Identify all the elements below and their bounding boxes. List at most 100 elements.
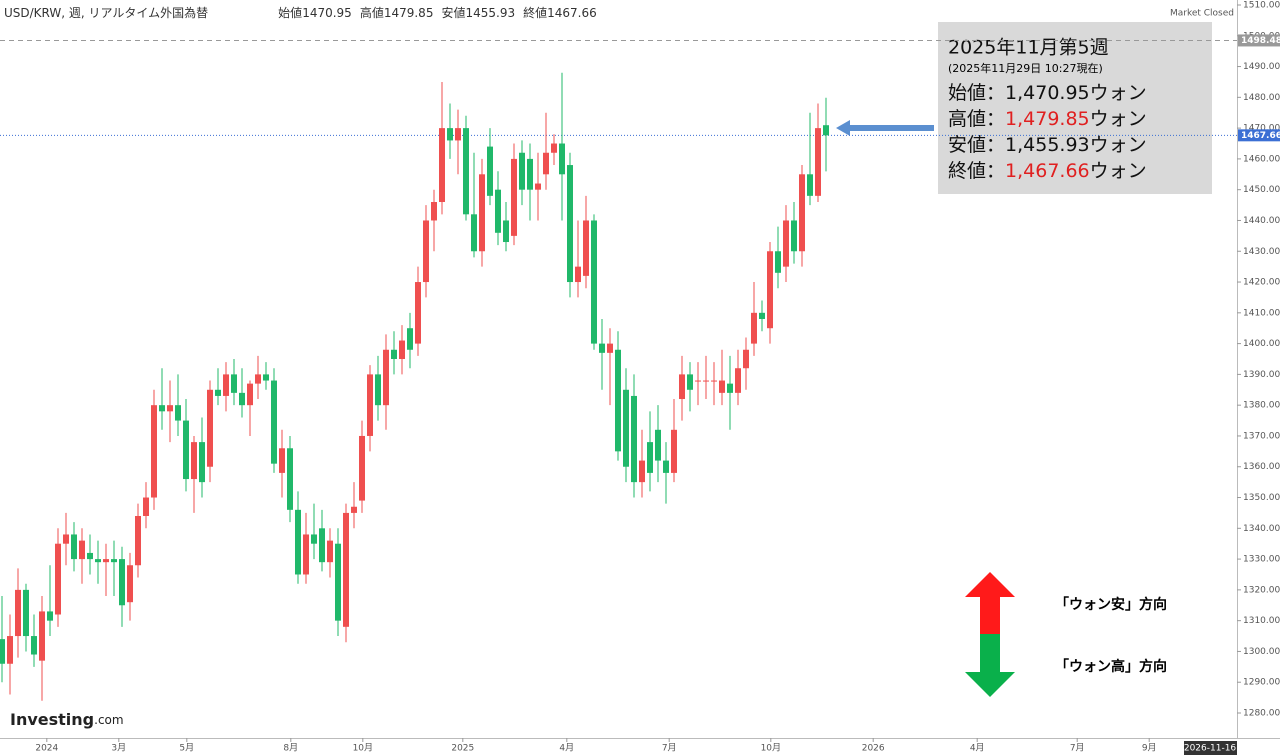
y-tick-label: 1360.00	[1243, 462, 1280, 472]
candle-body	[695, 380, 701, 382]
y-tick-label: 1320.00	[1243, 585, 1280, 595]
candle-body	[583, 220, 589, 276]
candle-body	[751, 312, 757, 344]
candle-body	[767, 251, 773, 329]
candle-body	[551, 143, 557, 153]
candle-body	[191, 442, 197, 480]
y-tick-label: 1280.00	[1243, 709, 1280, 719]
field-value: 1479.85	[384, 6, 434, 20]
candle-body	[271, 380, 277, 464]
field-label: 終値	[523, 5, 547, 20]
symbol: USD/KRW, 週, リアルタイム外国為替	[4, 6, 208, 20]
annotation-title: 2025年11月第5週	[948, 37, 1109, 59]
direction-label: 「ウォン高」方向	[1055, 658, 1167, 675]
line-label: 安値：	[948, 134, 1005, 156]
field-label: 高値	[360, 5, 384, 20]
line-label: 高値：	[948, 108, 1005, 130]
y-tick-label: 1440.00	[1243, 216, 1280, 226]
candle-body	[631, 395, 637, 483]
candle-body	[391, 349, 397, 359]
annotation-line: 高値：1,479.85ウォン	[948, 108, 1147, 130]
field-value: 1467.66	[547, 6, 597, 20]
candle-body	[103, 559, 109, 563]
candle-body	[615, 349, 621, 452]
y-tick-label: 1290.00	[1243, 678, 1280, 688]
candle-body	[543, 152, 549, 175]
candle-body	[23, 589, 29, 637]
annotation-subtitle: (2025年11月29日 10:27現在)	[948, 61, 1103, 75]
candle-body	[655, 429, 661, 461]
candle-body	[407, 328, 413, 350]
candle-body	[815, 128, 821, 196]
y-tick-label: 1470.00	[1243, 124, 1280, 134]
candle-body	[279, 448, 285, 473]
candle-body	[679, 374, 685, 400]
x-tick-label: 7月	[662, 743, 677, 754]
y-tick-label: 1490.00	[1243, 62, 1280, 72]
candle-body	[607, 343, 613, 353]
candle-body	[15, 589, 21, 637]
line-value: 1,479.85	[1005, 108, 1090, 130]
candle-body	[343, 512, 349, 627]
line-value: 1,467.66	[1005, 160, 1090, 182]
candle-body	[167, 405, 173, 412]
annotation-line: 始値：1,470.95ウォン	[948, 82, 1147, 104]
candle-body	[791, 220, 797, 252]
candle-body	[287, 448, 293, 510]
candle-body	[223, 374, 229, 396]
candle-body	[807, 174, 813, 196]
candle-body	[527, 158, 533, 190]
annotation-box	[938, 22, 1212, 194]
candle-body	[535, 183, 541, 190]
candle-body	[575, 266, 581, 283]
candle-body	[519, 152, 525, 190]
candle-body	[239, 392, 245, 406]
candle-body	[199, 442, 205, 483]
down-arrow	[965, 634, 1015, 697]
x-tick-label: 9月	[1142, 743, 1157, 754]
y-tick-label: 1450.00	[1243, 185, 1280, 195]
candle-body	[175, 405, 181, 421]
y-tick-label: 1370.00	[1243, 431, 1280, 441]
candle-body	[567, 165, 573, 283]
candle-body	[439, 128, 445, 203]
candle-body	[735, 368, 741, 393]
y-tick-label: 1430.00	[1243, 247, 1280, 257]
y-tick-label: 1330.00	[1243, 555, 1280, 565]
candle-body	[487, 146, 493, 196]
candle-body	[327, 540, 333, 563]
y-tick-label: 1390.00	[1243, 370, 1280, 380]
y-tick-label: 1510.00	[1243, 0, 1280, 10]
candle-body	[295, 509, 301, 575]
candle-body	[151, 405, 157, 498]
x-tick-label: 2026	[862, 744, 885, 754]
candle-body	[423, 220, 429, 283]
x-tick-label: 2024	[35, 744, 58, 754]
market-status: Market Closed	[1170, 9, 1234, 19]
candle-body	[431, 202, 437, 221]
x-tick-label: 3月	[111, 743, 126, 754]
x-tick-label: 4月	[559, 743, 574, 754]
line-value: 1,470.95	[1005, 82, 1090, 104]
line-unit: ウォン	[1090, 134, 1147, 156]
candle-body	[375, 374, 381, 406]
candle-body	[495, 189, 501, 233]
header: USD/KRW, 週, リアルタイム外国為替 始値1470.95 高値1479.85…	[4, 5, 597, 20]
candle-body	[95, 559, 101, 563]
cursor-date-box	[1184, 741, 1237, 755]
y-tick-label: 1350.00	[1243, 493, 1280, 503]
candle-body	[599, 343, 605, 353]
candle-body	[127, 565, 133, 603]
cursor-date: 2026-11-16	[1184, 744, 1237, 754]
candle-body	[255, 374, 261, 384]
candle-body	[591, 220, 597, 344]
logo: Investing.com	[10, 710, 124, 729]
line-label: 終値：	[948, 160, 1005, 182]
price-box	[1238, 34, 1280, 47]
candle-body	[159, 405, 165, 412]
candle-body	[663, 460, 669, 473]
candle-body	[215, 389, 221, 396]
y-tick-label: 1410.00	[1243, 308, 1280, 318]
candle-body	[759, 312, 765, 319]
candle-body	[135, 515, 141, 566]
